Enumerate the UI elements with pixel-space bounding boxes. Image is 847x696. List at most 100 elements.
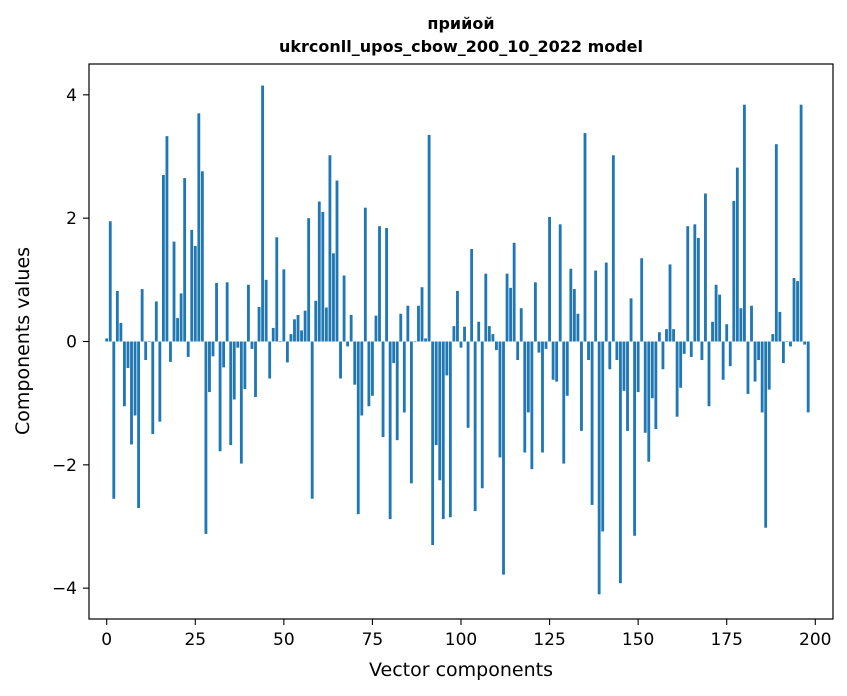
bar: [661, 341, 665, 370]
bar: [753, 341, 757, 382]
bar: [502, 341, 505, 575]
bar: [544, 341, 548, 349]
x-tick-label: 25: [184, 630, 206, 650]
bar: [193, 245, 197, 342]
bar: [675, 341, 679, 417]
bar: [594, 270, 598, 342]
bar: [417, 305, 420, 342]
bar: [296, 314, 300, 342]
plot-frame: [88, 63, 834, 620]
bar: [700, 341, 704, 360]
bar: [629, 298, 633, 342]
bar: [562, 341, 566, 464]
bar: [215, 282, 218, 342]
bar: [512, 242, 516, 342]
bar: [402, 341, 406, 413]
bar: [551, 341, 555, 380]
bar: [696, 237, 700, 342]
bar: [619, 341, 622, 584]
bar: [374, 315, 378, 342]
bar: [420, 287, 424, 342]
x-tick-label: 75: [362, 630, 384, 650]
bar: [137, 341, 141, 508]
bar: [707, 341, 711, 407]
bar: [360, 341, 364, 416]
bar: [530, 341, 534, 470]
x-tick-label: 150: [622, 630, 654, 650]
bar: [321, 212, 325, 342]
bar: [764, 341, 768, 528]
bar: [650, 341, 654, 399]
bar: [760, 341, 764, 413]
bar: [254, 341, 257, 397]
bar: [622, 341, 626, 391]
bar: [261, 85, 265, 342]
bar: [459, 341, 463, 348]
bar: [300, 330, 303, 342]
bar: [317, 201, 321, 342]
bar: [250, 341, 254, 349]
bar: [608, 341, 612, 370]
chart-subtitle: ukrconll_upos_cbow_200_10_2022 model: [279, 37, 643, 56]
bar: [310, 341, 314, 499]
bars-layer: [105, 85, 810, 595]
bar: [615, 341, 619, 360]
bar: [484, 273, 488, 342]
bar: [714, 284, 718, 342]
bar: [558, 224, 562, 342]
bar: [282, 269, 286, 342]
bar: [427, 134, 431, 342]
bar: [704, 193, 707, 342]
bar: [406, 305, 410, 342]
bar: [438, 341, 442, 481]
bar: [229, 341, 233, 446]
bar: [434, 341, 438, 446]
bar: [654, 341, 658, 430]
bar: [774, 144, 778, 342]
bar: [335, 180, 339, 342]
bar: [186, 341, 190, 357]
bar: [633, 341, 637, 536]
bar: [668, 264, 672, 342]
bar: [718, 294, 722, 342]
bar: [413, 341, 417, 343]
bar: [385, 228, 389, 342]
bar: [172, 241, 176, 342]
bar: [395, 341, 399, 441]
bar: [746, 341, 750, 394]
bar: [636, 341, 640, 393]
bar: [289, 334, 293, 342]
bar: [572, 289, 576, 342]
bar: [778, 311, 782, 342]
bar: [218, 341, 222, 452]
bar: [356, 341, 360, 515]
bar: [448, 341, 452, 518]
bar: [672, 329, 675, 342]
bar: [541, 341, 544, 453]
bar: [470, 249, 474, 342]
bar: [505, 273, 509, 342]
bar: [431, 341, 435, 545]
bar: [140, 289, 144, 342]
bar: [452, 326, 456, 342]
bar: [342, 275, 346, 342]
bar: [743, 104, 746, 342]
bar: [799, 104, 803, 342]
bar: [371, 341, 374, 396]
bar: [200, 171, 204, 342]
bar: [611, 155, 615, 342]
bar: [133, 341, 137, 416]
bar: [332, 253, 335, 342]
bar: [293, 319, 296, 342]
bar: [643, 341, 647, 433]
bar: [682, 341, 686, 354]
bar: [222, 341, 226, 368]
bar: [480, 341, 484, 489]
bar: [123, 341, 126, 407]
bar: [537, 341, 541, 353]
bar: [781, 341, 785, 364]
bar: [105, 338, 109, 342]
bar: [735, 167, 739, 342]
bar: [161, 175, 165, 342]
bar: [264, 279, 268, 342]
